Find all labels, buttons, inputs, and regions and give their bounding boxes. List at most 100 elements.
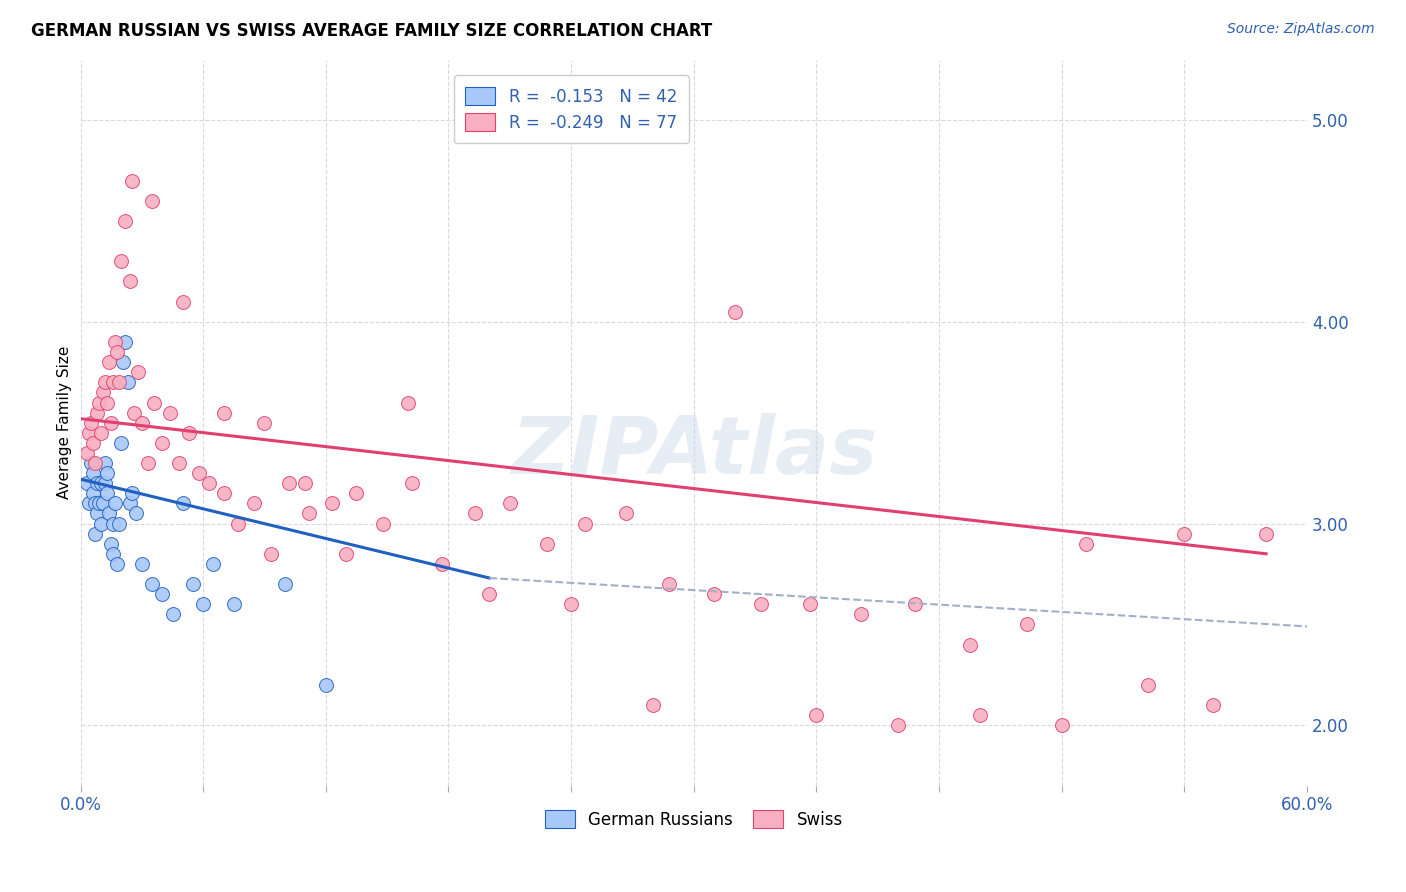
Point: [658, 577, 681, 591]
Point: [574, 516, 596, 531]
Point: [222, 597, 245, 611]
Point: [226, 516, 249, 531]
Point: [94, 476, 117, 491]
Point: [162, 607, 184, 622]
Point: [90, 425, 112, 440]
Point: [104, 334, 127, 349]
Point: [172, 294, 194, 309]
Point: [96, 486, 118, 500]
Point: [90, 476, 112, 491]
Point: [103, 547, 125, 561]
Point: [1015, 617, 1038, 632]
Point: [432, 557, 454, 571]
Point: [110, 435, 132, 450]
Point: [298, 507, 321, 521]
Point: [396, 395, 419, 409]
Point: [188, 466, 211, 480]
Point: [100, 537, 122, 551]
Point: [464, 507, 486, 521]
Point: [76, 476, 98, 491]
Point: [749, 597, 772, 611]
Point: [198, 476, 221, 491]
Point: [86, 406, 108, 420]
Point: [1173, 526, 1195, 541]
Point: [1136, 678, 1159, 692]
Point: [212, 406, 235, 420]
Point: [112, 355, 135, 369]
Point: [118, 275, 141, 289]
Point: [143, 395, 166, 409]
Point: [117, 376, 139, 390]
Point: [121, 486, 143, 500]
Point: [114, 334, 136, 349]
Point: [125, 507, 148, 521]
Point: [94, 456, 117, 470]
Point: [560, 597, 582, 611]
Point: [167, 456, 190, 470]
Point: [253, 416, 276, 430]
Point: [1256, 526, 1278, 541]
Point: [1050, 718, 1073, 732]
Point: [108, 376, 131, 390]
Point: [98, 507, 121, 521]
Point: [103, 376, 125, 390]
Point: [1202, 698, 1225, 712]
Point: [86, 476, 108, 491]
Legend: German Russians, Swiss: German Russians, Swiss: [538, 804, 849, 836]
Point: [136, 456, 159, 470]
Point: [131, 416, 153, 430]
Point: [80, 416, 103, 430]
Point: [100, 416, 122, 430]
Point: [401, 476, 423, 491]
Point: [278, 476, 301, 491]
Point: [806, 708, 828, 723]
Point: [150, 435, 173, 450]
Point: [259, 547, 281, 561]
Point: [903, 597, 925, 611]
Point: [478, 587, 501, 601]
Point: [724, 304, 747, 318]
Point: [887, 718, 910, 732]
Point: [177, 425, 200, 440]
Point: [105, 345, 128, 359]
Point: [127, 365, 149, 379]
Point: [315, 678, 337, 692]
Point: [103, 516, 125, 531]
Point: [371, 516, 394, 531]
Point: [614, 507, 637, 521]
Point: [82, 466, 104, 480]
Point: [141, 194, 163, 208]
Point: [799, 597, 821, 611]
Point: [150, 587, 173, 601]
Point: [96, 466, 118, 480]
Point: [104, 496, 127, 510]
Point: [82, 486, 104, 500]
Point: [87, 496, 110, 510]
Point: [76, 446, 98, 460]
Point: [172, 496, 194, 510]
Point: [110, 254, 132, 268]
Y-axis label: Average Family Size: Average Family Size: [58, 346, 72, 500]
Point: [118, 496, 141, 510]
Point: [851, 607, 873, 622]
Point: [98, 355, 121, 369]
Point: [536, 537, 558, 551]
Point: [105, 557, 128, 571]
Point: [91, 385, 114, 400]
Point: [96, 395, 118, 409]
Point: [274, 577, 297, 591]
Point: [80, 456, 103, 470]
Point: [114, 214, 136, 228]
Point: [86, 507, 108, 521]
Point: [294, 476, 316, 491]
Point: [77, 496, 100, 510]
Point: [91, 496, 114, 510]
Point: [131, 557, 153, 571]
Point: [83, 456, 105, 470]
Point: [121, 174, 143, 188]
Point: [212, 486, 235, 500]
Point: [202, 557, 225, 571]
Point: [141, 577, 163, 591]
Text: GERMAN RUSSIAN VS SWISS AVERAGE FAMILY SIZE CORRELATION CHART: GERMAN RUSSIAN VS SWISS AVERAGE FAMILY S…: [31, 22, 713, 40]
Point: [193, 597, 215, 611]
